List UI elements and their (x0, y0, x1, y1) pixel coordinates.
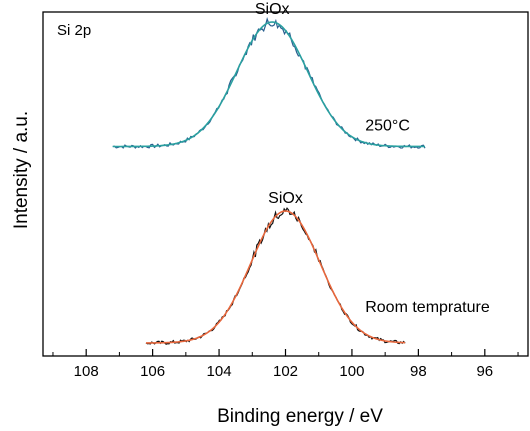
x-axis-ticks: 108 106 104 102 100 98 96 (52, 349, 519, 380)
x-tick-label: 104 (207, 363, 232, 380)
annotation-label: SiOx (255, 1, 290, 18)
x-axis-label: Binding energy / eV (217, 406, 383, 427)
panel-label: Si 2p (57, 22, 91, 39)
y-axis-label: Intensity / a.u. (11, 111, 32, 229)
x-tick-label: 96 (476, 363, 493, 380)
annotation-label: Room temprature (365, 299, 490, 316)
x-tick-label: 108 (74, 363, 99, 380)
series-1-fit-line (145, 210, 406, 344)
series-1-raw-data-line (145, 207, 406, 345)
annotations: SiOx 250°C SiOx Room temprature (255, 1, 490, 316)
x-tick-label: 102 (273, 363, 298, 380)
annotation-label: SiOx (268, 190, 303, 207)
x-tick-label: 100 (339, 363, 364, 380)
x-tick-label: 106 (140, 363, 165, 380)
series-0-fit-line (112, 21, 426, 148)
annotation-label: 250°C (365, 118, 410, 135)
spectra (112, 16, 426, 345)
x-tick-label: 98 (410, 363, 427, 380)
